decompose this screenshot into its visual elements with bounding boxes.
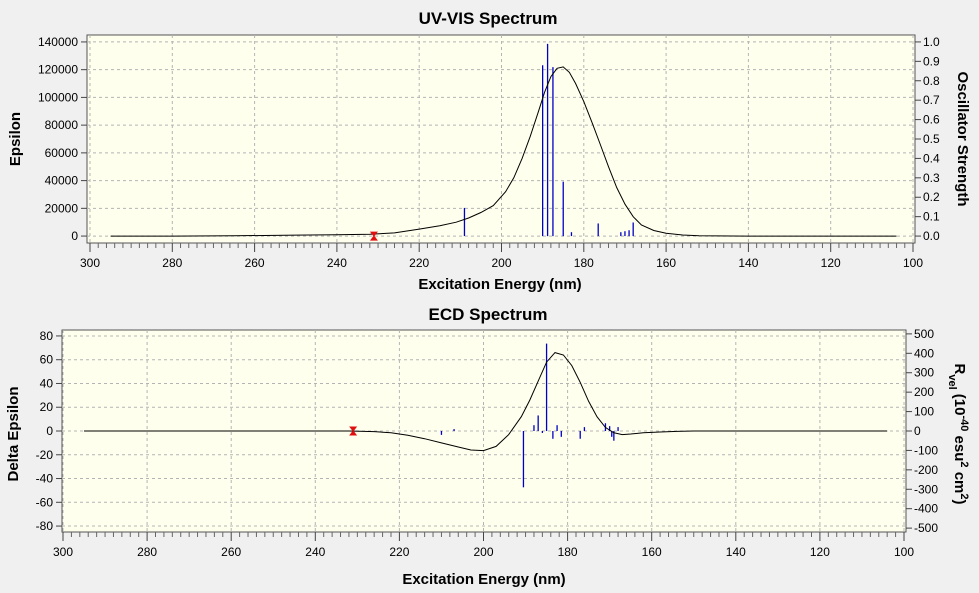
ecd-y-tick-label: -40 — [36, 472, 54, 486]
ecd-y2-label-part: vel — [946, 374, 958, 389]
ecd-y2-label-part: 2 — [958, 461, 970, 467]
ecd-position-marker[interactable] — [349, 426, 358, 436]
ecd-y-tick-label: 80 — [40, 329, 54, 343]
uv-vis-minor-ticks — [81, 41, 921, 252]
ecd-y2-label-part: esu — [951, 431, 968, 461]
ecd-y-tick-label: 0 — [46, 424, 53, 438]
ecd-y2-tick-label: -200 — [914, 463, 938, 477]
ecd-y2-label-part: cm — [951, 468, 968, 494]
uv-vis-spectrum-curve — [110, 66, 897, 237]
ecd-y-tick-label: -80 — [36, 519, 54, 533]
ecd-y-axis-label: Delta Epsilon — [5, 386, 22, 481]
uv-x-tick-label: 240 — [327, 256, 347, 270]
ecd-x-tick-label: 100 — [894, 545, 914, 559]
ecd-x-tick-label: 220 — [389, 545, 409, 559]
ecd-y2-tick-labels: -500 -400 -300 -200 -100 0 100 200 300 400 500 — [914, 327, 938, 535]
uv-x-tick-label: 180 — [574, 256, 594, 270]
uv-y2-tick-label: 0.8 — [923, 74, 940, 88]
ecd-spectrum-curve — [84, 352, 888, 452]
uv-y2-tick-label: 0.0 — [923, 229, 940, 243]
uv-y-tick-label: 40000 — [45, 174, 79, 188]
uv-x-tick-label: 260 — [245, 256, 265, 270]
ecd-y2-label-part: R — [951, 363, 968, 374]
uv-y2-tick-label: 0.5 — [923, 132, 940, 146]
ecd-y-tick-label: 40 — [40, 376, 54, 390]
ecd-y2-label-part: 2 — [958, 493, 970, 499]
uv-vis-y-axis-label: Epsilon — [7, 112, 24, 166]
uv-y2-tick-label: 0.3 — [923, 171, 940, 185]
ecd-y-tick-label: -60 — [36, 495, 54, 509]
uv-y2-tick-label: 0.2 — [923, 190, 940, 204]
uv-y2-tick-label: 0.4 — [923, 151, 940, 165]
ecd-x-tick-label: 240 — [305, 545, 325, 559]
uv-x-tick-label: 140 — [738, 256, 758, 270]
ecd-rotatory-strength-sticks — [440, 343, 619, 488]
ecd-y2-axis-label: Rvel (10-40 esu2 cm2) — [946, 363, 970, 504]
ecd-y-tick-labels: -80 -60 -40 -20 0 20 40 60 80 — [36, 329, 54, 533]
uv-vis-oscillator-sticks — [463, 43, 634, 237]
ecd-minor-ticks — [56, 333, 912, 541]
uv-y-tick-label: 60000 — [45, 146, 79, 160]
uv-x-tick-label: 100 — [903, 256, 923, 270]
uv-y-tick-label: 120000 — [38, 63, 78, 77]
ecd-x-axis-label: Excitation Energy (nm) — [402, 571, 565, 588]
uv-vis-x-axis-label: Excitation Energy (nm) — [418, 276, 581, 293]
uv-x-tick-label: 120 — [821, 256, 841, 270]
uv-y2-tick-label: 1.0 — [923, 35, 940, 49]
uv-vis-position-marker[interactable] — [369, 231, 378, 241]
ecd-y2-tick-label: 0 — [914, 424, 921, 438]
ecd-x-tick-label: 300 — [53, 545, 73, 559]
ecd-y2-tick-label: -500 — [914, 521, 938, 535]
uv-vis-y2-axis-label: Oscillator Strength — [954, 71, 971, 206]
ecd-x-tick-label: 160 — [642, 545, 662, 559]
ecd-panel: ECD Spectrum 300 280 260 240 220 200 180 160 140… — [5, 305, 970, 588]
ecd-y2-label-part: ) — [951, 500, 968, 505]
ecd-gridlines — [62, 330, 906, 532]
ecd-x-tick-label: 280 — [137, 545, 157, 559]
uv-y2-tick-label: 0.7 — [923, 93, 940, 107]
ecd-y2-label-part: (10 — [951, 390, 968, 416]
ecd-x-tick-label: 200 — [473, 545, 493, 559]
uv-y2-tick-label: 0.9 — [923, 54, 940, 68]
ecd-x-tick-label: 120 — [810, 545, 830, 559]
uv-x-tick-label: 160 — [656, 256, 676, 270]
uv-vis-title: UV-VIS Spectrum — [419, 9, 558, 28]
ecd-x-tick-label: 140 — [726, 545, 746, 559]
uv-y2-tick-label: 0.6 — [923, 113, 940, 127]
ecd-y2-tick-label: -300 — [914, 482, 938, 496]
uv-x-tick-label: 300 — [80, 256, 100, 270]
ecd-y2-label-part: -40 — [958, 415, 970, 431]
uv-x-tick-label: 200 — [491, 256, 511, 270]
uv-vis-gridlines — [87, 35, 915, 243]
ecd-title: ECD Spectrum — [428, 305, 547, 324]
ecd-y2-tick-label: 200 — [914, 385, 934, 399]
uv-y2-tick-label: 0.1 — [923, 210, 940, 224]
ecd-marker-glyph — [349, 426, 358, 436]
uv-vis-x-tick-labels: 300 280 260 240 220 200 180 160 140 120 100 — [80, 256, 923, 270]
uv-x-tick-label: 280 — [162, 256, 182, 270]
ecd-y2-tick-label: 500 — [914, 327, 934, 341]
uv-y-tick-label: 140000 — [38, 35, 78, 49]
ecd-x-tick-label: 180 — [558, 545, 578, 559]
ecd-y2-tick-label: 300 — [914, 366, 934, 380]
ecd-y-tick-label: 20 — [40, 400, 54, 414]
uv-vis-panel: UV-VIS Spectrum 300 280 260 240 220 200 180 160… — [7, 9, 971, 293]
ecd-y2-tick-label: -400 — [914, 502, 938, 516]
uv-y-tick-label: 20000 — [45, 201, 79, 215]
uv-y-tick-label: 80000 — [45, 118, 79, 132]
uv-vis-y-tick-labels: 0 20000 40000 60000 80000 100000 120000 140000 — [38, 35, 78, 243]
uv-y-tick-label: 0 — [71, 229, 78, 243]
ecd-y-tick-label: 60 — [40, 353, 54, 367]
ecd-y-tick-label: -20 — [36, 448, 54, 462]
uv-marker-glyph — [369, 231, 378, 241]
uv-x-tick-label: 220 — [409, 256, 429, 270]
uv-vis-y2-tick-labels: 0.0 0.1 0.2 0.3 0.4 0.5 0.6 0.7 0.8 0.9 1.0 — [923, 35, 940, 243]
uv-y-tick-label: 100000 — [38, 90, 78, 104]
ecd-y2-tick-label: 400 — [914, 346, 934, 360]
ecd-y2-tick-label: -100 — [914, 443, 938, 457]
ecd-y2-tick-label: 100 — [914, 405, 934, 419]
ecd-x-tick-labels: 300 280 260 240 220 200 180 160 140 120 100 — [53, 545, 914, 559]
ecd-x-tick-label: 260 — [221, 545, 241, 559]
